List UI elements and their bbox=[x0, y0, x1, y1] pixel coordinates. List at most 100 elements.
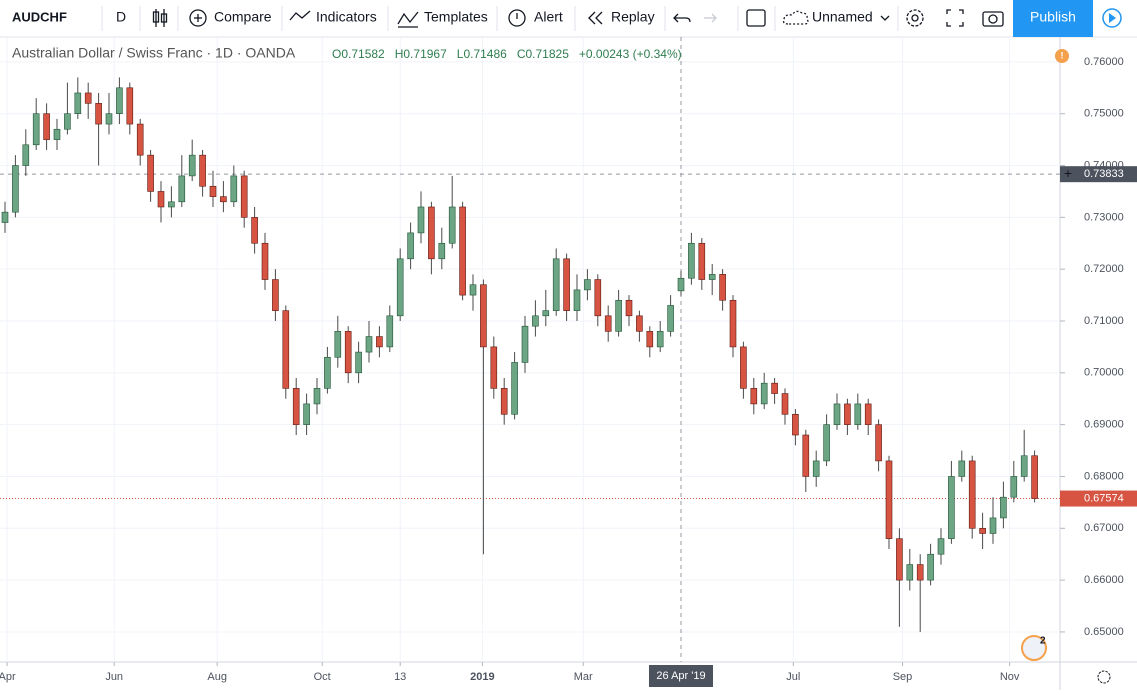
candle-body bbox=[282, 310, 290, 389]
publish-button[interactable]: Publish bbox=[1030, 9, 1076, 25]
axis-settings-icon[interactable] bbox=[1097, 670, 1111, 684]
layout-icon[interactable] bbox=[746, 9, 766, 27]
candle-body bbox=[698, 242, 706, 280]
candle-body bbox=[927, 553, 934, 581]
candle-body bbox=[584, 279, 591, 291]
y-tick-label: 0.72000 bbox=[1084, 263, 1124, 275]
y-tick-label: 0.76000 bbox=[1084, 56, 1124, 68]
candle-body bbox=[147, 154, 154, 192]
candle-body bbox=[854, 403, 862, 425]
y-tick-label: 0.69000 bbox=[1084, 419, 1124, 431]
candle-body bbox=[1020, 455, 1028, 477]
crosshair-time-label: 26 Apr '19 bbox=[656, 670, 705, 682]
candle-body bbox=[771, 382, 778, 394]
compare-button[interactable]: Compare bbox=[214, 9, 272, 25]
y-tick-label: 0.65000 bbox=[1084, 626, 1124, 638]
compare-icon[interactable] bbox=[189, 9, 207, 27]
candle-body bbox=[376, 336, 383, 348]
x-tick-label: Nov bbox=[1000, 671, 1020, 683]
x-tick-label: Sep bbox=[893, 671, 913, 683]
chart-title: Australian Dollar / Swiss Franc · 1D · O… bbox=[12, 45, 296, 61]
candle-body bbox=[542, 310, 550, 317]
candle-body bbox=[344, 331, 352, 374]
candle-body bbox=[292, 388, 300, 425]
fullscreen-icon[interactable] bbox=[946, 9, 964, 27]
x-tick-label: 2019 bbox=[470, 671, 494, 683]
candle-body bbox=[1031, 455, 1038, 499]
candle-body bbox=[178, 175, 186, 203]
snapshot-icon[interactable] bbox=[982, 11, 1004, 27]
candle-body bbox=[937, 538, 945, 555]
candle-body bbox=[563, 258, 570, 311]
candle-body bbox=[532, 315, 539, 327]
candle-body bbox=[521, 325, 529, 363]
candle-body bbox=[105, 113, 113, 125]
candle-body bbox=[365, 336, 373, 353]
candle-body bbox=[511, 362, 518, 415]
cloud-icon[interactable] bbox=[782, 10, 809, 25]
settings-icon[interactable] bbox=[906, 9, 924, 27]
alert-indicator-text: ! bbox=[1061, 50, 1064, 60]
candle-body bbox=[84, 92, 92, 104]
candle-body bbox=[324, 356, 331, 389]
ohlc-value: H0.71967 bbox=[395, 47, 447, 61]
candle-body bbox=[251, 217, 258, 244]
candle-body bbox=[386, 315, 394, 348]
ohlc-value: C0.71825 bbox=[517, 47, 569, 61]
x-tick-label: Oct bbox=[314, 671, 331, 683]
indicators-icon[interactable] bbox=[289, 10, 311, 21]
alert-icon[interactable] bbox=[508, 9, 526, 27]
indicators-button[interactable]: Indicators bbox=[316, 9, 377, 25]
plot-area bbox=[0, 37, 1137, 690]
candle-body bbox=[438, 242, 446, 260]
redo-icon[interactable] bbox=[704, 13, 717, 23]
candle-body bbox=[896, 538, 903, 581]
candle-body bbox=[708, 274, 716, 280]
crosshair-time-box bbox=[649, 665, 713, 687]
candle-body bbox=[781, 393, 789, 415]
symbol[interactable]: AUDCHF bbox=[12, 9, 67, 24]
x-tick-label: Jun bbox=[105, 671, 123, 683]
x-tick-label: Apr bbox=[0, 671, 16, 683]
candle-body bbox=[1, 211, 9, 223]
replay-icon[interactable] bbox=[588, 11, 603, 25]
candle-body bbox=[719, 274, 726, 301]
candle-body bbox=[604, 315, 612, 332]
y-tick-label: 0.75000 bbox=[1084, 108, 1124, 120]
y-tick-label: 0.66000 bbox=[1084, 574, 1124, 586]
layout-name[interactable]: Unnamed bbox=[812, 9, 873, 25]
candle-body bbox=[334, 331, 342, 358]
interval[interactable]: D bbox=[116, 9, 126, 25]
candle-body bbox=[646, 331, 654, 348]
candle-body bbox=[802, 434, 810, 477]
candle-body bbox=[355, 351, 362, 374]
chart-style-icon[interactable] bbox=[152, 9, 168, 27]
undo-icon[interactable] bbox=[673, 13, 691, 23]
candle-body bbox=[199, 154, 206, 187]
candle-body bbox=[750, 388, 758, 405]
candle-body bbox=[469, 284, 477, 296]
candle-body bbox=[833, 403, 841, 425]
candle-body bbox=[490, 346, 498, 389]
candle-body bbox=[261, 242, 269, 280]
crosshair-price-box bbox=[1060, 166, 1137, 183]
candle-body bbox=[916, 564, 924, 581]
layout-menu-icon[interactable] bbox=[880, 15, 890, 21]
candle-body bbox=[157, 191, 165, 208]
candle-body bbox=[844, 403, 851, 425]
candle-body bbox=[792, 413, 799, 436]
publish-button-bg[interactable] bbox=[1013, 0, 1093, 37]
alert-button[interactable]: Alert bbox=[534, 9, 563, 25]
play-icon[interactable] bbox=[1102, 8, 1122, 28]
y-tick-label: 0.73000 bbox=[1084, 211, 1124, 223]
candle-body bbox=[968, 460, 976, 529]
candle-body bbox=[64, 113, 71, 130]
replay-button[interactable]: Replay bbox=[611, 9, 655, 25]
templates-button[interactable]: Templates bbox=[424, 9, 488, 25]
candle-body bbox=[209, 185, 217, 197]
candle-body bbox=[958, 460, 966, 477]
templates-icon[interactable] bbox=[397, 11, 419, 28]
candle-body bbox=[552, 258, 560, 311]
candle-body bbox=[74, 92, 82, 114]
candle-body bbox=[428, 206, 435, 260]
